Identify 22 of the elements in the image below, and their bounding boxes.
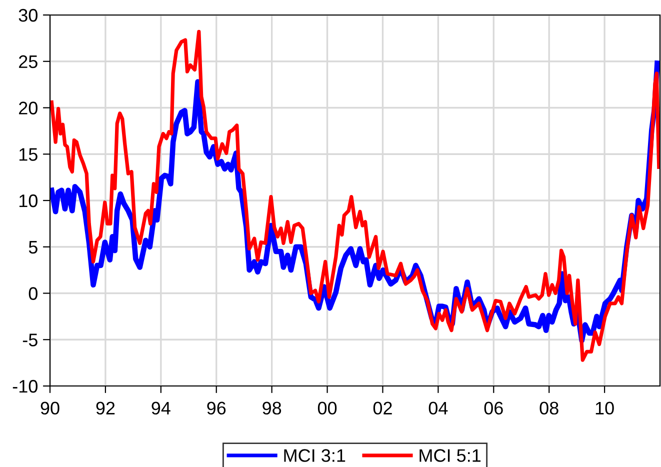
y-tick-label: 5 <box>28 240 38 254</box>
y-tick-label: 25 <box>19 55 38 68</box>
x-tick-label: 92 <box>96 402 115 415</box>
legend-label: MCI 3:1 <box>284 449 346 462</box>
x-tick-label: 98 <box>262 402 282 415</box>
y-tick-label: -5 <box>22 334 38 346</box>
y-tick-label: 0 <box>28 287 38 300</box>
x-tick-label: 90 <box>40 402 60 415</box>
x-tick-label: 08 <box>540 402 558 415</box>
x-tick-label: 04 <box>428 402 448 415</box>
x-tick-label: 06 <box>484 402 503 415</box>
x-tick-label: 96 <box>207 402 226 415</box>
legend-label: MCI 5:1 <box>420 449 481 462</box>
y-tick-label: 20 <box>19 102 38 114</box>
y-tick-label: 30 <box>18 8 38 22</box>
x-tick-label: 02 <box>373 402 392 415</box>
x-tick-label: 94 <box>152 402 170 415</box>
y-tick-label: 10 <box>19 194 38 208</box>
x-tick-label: 00 <box>318 402 337 415</box>
y-tick-label: 15 <box>19 148 38 161</box>
x-tick-label: 10 <box>596 402 614 415</box>
y-tick-label: -10 <box>12 380 38 393</box>
